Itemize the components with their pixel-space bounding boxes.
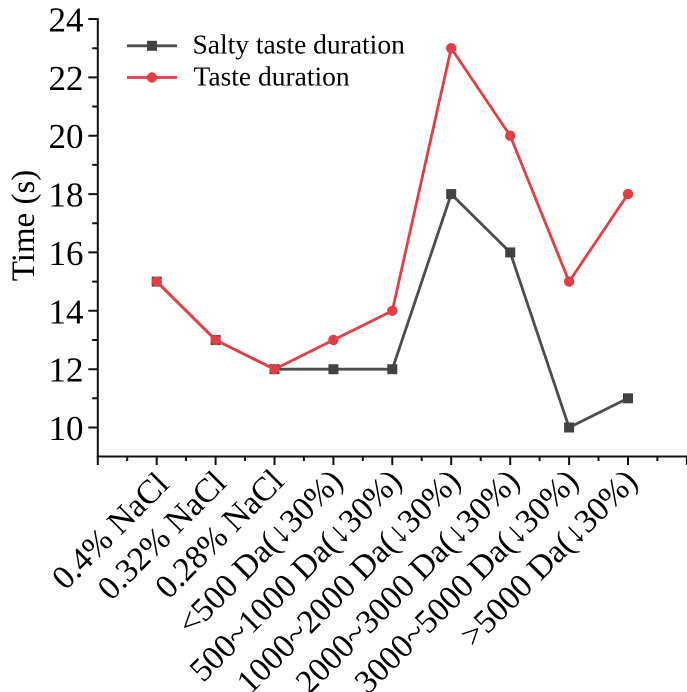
svg-text:14: 14 bbox=[49, 292, 84, 331]
svg-text:Salty taste duration: Salty taste duration bbox=[193, 29, 406, 60]
svg-text:20: 20 bbox=[49, 117, 84, 156]
svg-text:10: 10 bbox=[49, 409, 84, 448]
svg-text:12: 12 bbox=[49, 351, 84, 390]
svg-text:Time (s): Time (s) bbox=[6, 170, 42, 282]
svg-text:18: 18 bbox=[49, 176, 84, 215]
svg-text:22: 22 bbox=[49, 59, 84, 98]
svg-text:16: 16 bbox=[49, 234, 84, 273]
svg-text:24: 24 bbox=[49, 1, 84, 40]
svg-text:Taste duration: Taste duration bbox=[194, 60, 350, 91]
